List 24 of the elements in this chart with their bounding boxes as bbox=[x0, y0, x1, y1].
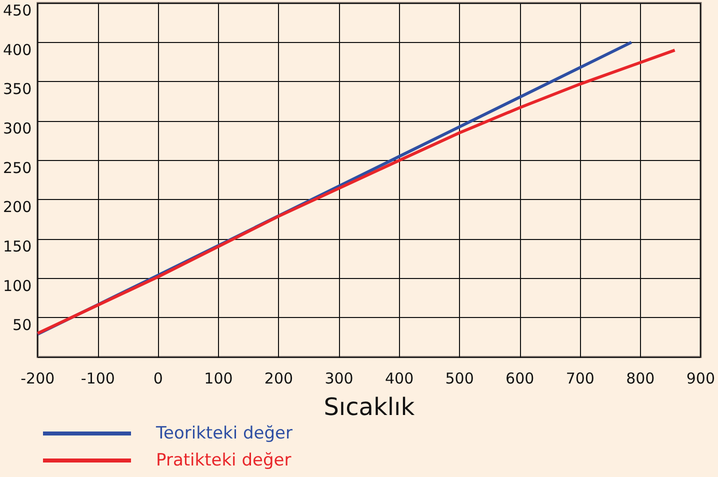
y-tick-label: 100 bbox=[2, 276, 32, 295]
y-tick-label: 450 bbox=[2, 2, 32, 20]
y-tick-label: 300 bbox=[2, 120, 32, 138]
y-tick-label: 150 bbox=[2, 238, 32, 256]
y-tick-label: 400 bbox=[2, 40, 32, 59]
x-tick-label: 600 bbox=[506, 370, 534, 388]
y-tick-label: 250 bbox=[2, 158, 32, 177]
x-tick-label: 200 bbox=[264, 370, 294, 388]
x-tick-label: 300 bbox=[324, 370, 354, 388]
x-tick-label: 400 bbox=[384, 370, 414, 388]
x-tick-label: 800 bbox=[626, 370, 655, 388]
x-axis-title: Sıcaklık bbox=[324, 393, 415, 421]
x-tick-label: 900 bbox=[686, 370, 716, 388]
y-tick-label: 350 bbox=[2, 80, 32, 98]
x-tick-label: 0 bbox=[153, 370, 163, 388]
x-tick-label: 100 bbox=[204, 370, 233, 388]
y-tick-label: 50 bbox=[12, 316, 32, 334]
text: Teorikteki değer bbox=[155, 424, 293, 444]
y-tick-label: 200 bbox=[2, 198, 32, 216]
x-tick-label: 700 bbox=[566, 370, 594, 388]
text: Pratikteki değer bbox=[156, 450, 292, 470]
x-tick-label: -200 bbox=[20, 370, 55, 388]
x-tick-label: 500 bbox=[445, 370, 474, 388]
x-tick-label: -100 bbox=[80, 370, 115, 388]
